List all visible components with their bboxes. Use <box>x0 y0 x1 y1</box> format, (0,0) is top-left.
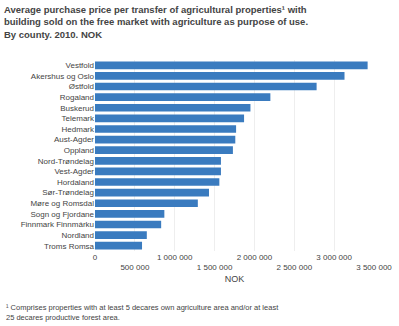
svg-text:Sogn og Fjordane: Sogn og Fjordane <box>30 210 94 219</box>
svg-text:Møre og Romsdal: Møre og Romsdal <box>30 199 94 208</box>
svg-text:1 000 000: 1 000 000 <box>157 253 193 262</box>
svg-text:1 500 000: 1 500 000 <box>197 263 233 272</box>
svg-text:3 000 000: 3 000 000 <box>316 253 352 262</box>
svg-text:Akershus og Oslo: Akershus og Oslo <box>31 72 95 81</box>
svg-text:2 500 000: 2 500 000 <box>276 263 312 272</box>
svg-text:Troms Romsa: Troms Romsa <box>44 241 94 250</box>
svg-text:Sør-Trøndelag: Sør-Trøndelag <box>42 188 94 197</box>
svg-text:Hordaland: Hordaland <box>57 178 94 187</box>
svg-text:Telemark: Telemark <box>62 114 95 123</box>
svg-text:Nordland: Nordland <box>62 231 94 240</box>
svg-text:Oppland: Oppland <box>64 146 94 155</box>
svg-text:NOK: NOK <box>225 274 245 284</box>
svg-text:Rogaland: Rogaland <box>60 93 94 102</box>
svg-text:3 500 000: 3 500 000 <box>356 263 392 272</box>
svg-text:500 000: 500 000 <box>120 263 149 272</box>
svg-text:Buskerud: Buskerud <box>60 104 94 113</box>
svg-text:2 000 000: 2 000 000 <box>237 253 273 262</box>
svg-text:Vest-Agder: Vest-Agder <box>54 167 94 176</box>
svg-text:Østfold: Østfold <box>69 82 94 91</box>
svg-text:Aust-Agder: Aust-Agder <box>54 135 94 144</box>
svg-text:¹ Comprises properties with at: ¹ Comprises properties with at least 5 d… <box>6 303 279 322</box>
svg-text:Nord-Trøndelag: Nord-Trøndelag <box>38 157 94 166</box>
svg-text:Vestfold: Vestfold <box>66 61 94 70</box>
svg-text:Finnmark Finnmárku: Finnmark Finnmárku <box>21 220 94 229</box>
svg-text:0: 0 <box>93 253 98 262</box>
svg-text:Hedmark: Hedmark <box>62 125 95 134</box>
svg-text:Average purchase price per tra: Average purchase price per transfer of a… <box>4 4 308 40</box>
